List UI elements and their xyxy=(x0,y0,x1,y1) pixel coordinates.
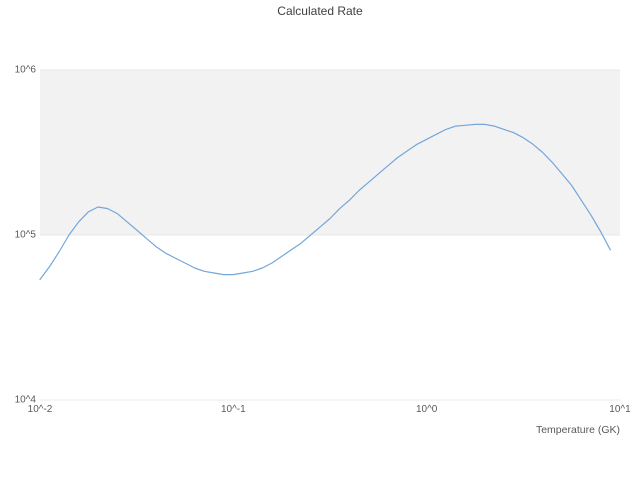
x-axis-label: Temperature (GK) xyxy=(535,424,620,436)
x-tick-label: 10^1 xyxy=(609,404,631,415)
x-tick-label: 10^-2 xyxy=(27,404,53,415)
rate-curve xyxy=(39,123,611,281)
x-tick-label: 10^-1 xyxy=(220,404,246,415)
y-tick-label: 10^5 xyxy=(14,229,36,241)
chart-title: Calculated Rate xyxy=(277,4,363,18)
y-tick-label: 10^4 xyxy=(14,394,36,406)
y-tick-label: 10^6 xyxy=(14,64,36,76)
x-tick-label: 10^0 xyxy=(415,404,438,415)
highlight-band xyxy=(40,70,620,235)
